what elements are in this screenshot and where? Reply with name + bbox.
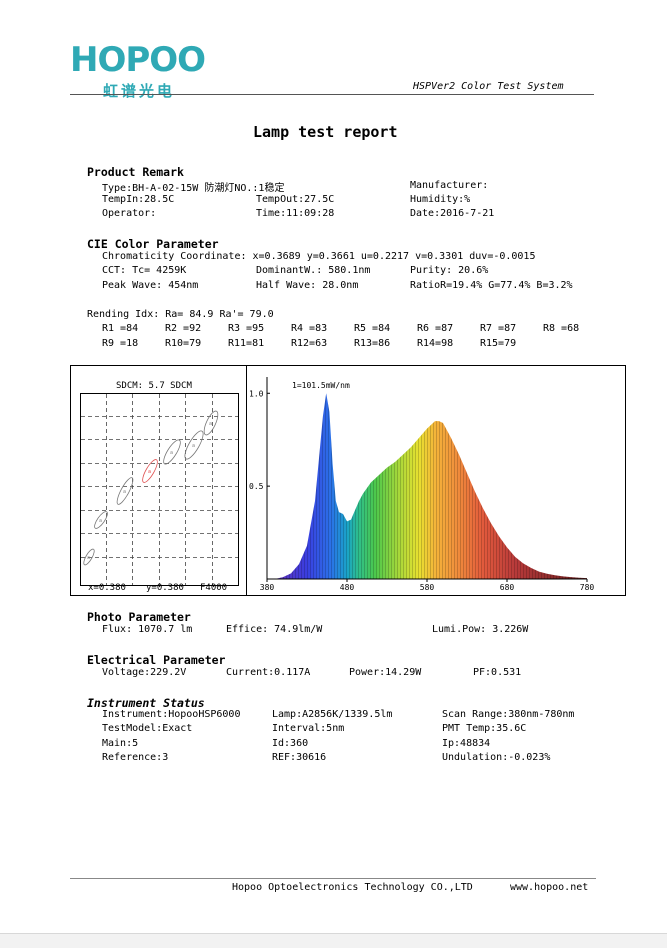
footer-website: www.hopoo.net xyxy=(510,882,589,893)
r-value: R9 =18 xyxy=(102,338,139,349)
footer-company: Hopoo Optoelectronics Technology CO.,LTD xyxy=(232,882,473,893)
svg-text:a: a xyxy=(192,443,195,449)
sdcm-panel: a a a a a a a xyxy=(80,393,239,586)
electrical-parameter-heading: Electrical Parameter xyxy=(87,653,226,667)
report-title: Lamp test report xyxy=(253,123,398,141)
r-value: R15=79 xyxy=(480,338,517,349)
chromaticity-coordinate: Chromaticity Coordinate: x=0.3689 y=0.36… xyxy=(102,251,536,262)
spectrum-chart: 380 480 580 680 780 1.0 0.5 1=101.5mW/nm xyxy=(249,377,594,592)
id: Id:360 xyxy=(272,738,309,749)
operator: Operator: xyxy=(102,208,157,219)
sdcm-title: SDCM: 5.7 SDCM xyxy=(116,381,192,391)
ip: Ip:48834 xyxy=(442,738,491,749)
ref: REF:30616 xyxy=(272,752,327,763)
r-value: R10=79 xyxy=(165,338,202,349)
x-tick-label: 480 xyxy=(340,583,355,592)
temp-out: TempOut:27.5C xyxy=(256,194,335,205)
svg-text:a: a xyxy=(99,518,102,524)
r-value: R8 =68 xyxy=(543,323,580,334)
r-value: R13=86 xyxy=(354,338,391,349)
r-value: R14=98 xyxy=(417,338,454,349)
company-logo: HOPOO xyxy=(70,40,206,80)
r-value: R12=63 xyxy=(291,338,328,349)
macadam-ellipse xyxy=(142,459,158,483)
instrument-status-heading: Instrument Status xyxy=(87,696,205,710)
svg-text:a: a xyxy=(209,421,212,427)
test-model: TestModel:Exact xyxy=(102,723,193,734)
efficacy: Effice: 74.9lm/W xyxy=(226,624,323,635)
sdcm-reference: F4000 xyxy=(200,583,227,593)
company-logo-chinese: 虹谱光电 xyxy=(103,82,176,100)
y-tick-label: 1.0 xyxy=(249,389,264,398)
page-bottom-edge xyxy=(0,933,667,948)
photo-parameter-heading: Photo Parameter xyxy=(87,610,191,624)
instrument: Instrument:HopooHSP6000 xyxy=(102,709,241,720)
undulation: Undulation:-0.023% xyxy=(442,752,551,763)
svg-text:a: a xyxy=(170,450,173,456)
r-value: R5 =84 xyxy=(354,323,391,334)
macadam-ellipse xyxy=(203,410,219,436)
rgb-ratio: RatioR=19.4% G=77.4% B=3.2% xyxy=(410,280,573,291)
macadam-ellipse xyxy=(83,548,95,566)
y-tick-label: 0.5 xyxy=(249,482,264,491)
flux: Flux: 1070.7 lm xyxy=(102,624,193,635)
product-remark-heading: Product Remark xyxy=(87,165,184,179)
date: Date:2016-7-21 xyxy=(410,208,495,219)
svg-text:a: a xyxy=(87,555,90,561)
spectrum-area-texture xyxy=(267,393,587,579)
macadam-ellipse xyxy=(184,430,204,460)
peak-wave: Peak Wave: 454nm xyxy=(102,280,199,291)
manufacturer: Manufacturer: xyxy=(410,180,489,191)
cie-heading: CIE Color Parameter xyxy=(87,237,219,251)
main: Main:5 xyxy=(102,738,139,749)
sdcm-x: x=0.380 xyxy=(88,583,126,593)
product-type: Type:BH-A-02-15W 防潮灯NO.:1稳定 xyxy=(102,183,285,194)
r-value: R7 =87 xyxy=(480,323,517,334)
reference: Reference:3 xyxy=(102,752,169,763)
r-value: R4 =83 xyxy=(291,323,328,334)
x-tick-label: 780 xyxy=(580,583,595,592)
purity: Purity: 20.6% xyxy=(410,265,489,276)
sdcm-y: y=0.380 xyxy=(146,583,184,593)
macadam-ellipse xyxy=(94,511,108,529)
r-value: R1 =84 xyxy=(102,323,139,334)
half-wave: Half Wave: 28.0nm xyxy=(256,280,359,291)
lumi-pow: Lumi.Pow: 3.226W xyxy=(432,624,529,635)
humidity: Humidity:% xyxy=(410,194,471,205)
system-name: HSPVer2 Color Test System xyxy=(413,81,564,92)
pmt-temp: PMT Temp:35.6C xyxy=(442,723,527,734)
interval: Interval:5nm xyxy=(272,723,345,734)
x-tick-label: 680 xyxy=(500,583,515,592)
r-value: R6 =87 xyxy=(417,323,454,334)
power-factor: PF:0.531 xyxy=(473,667,522,678)
r-value: R11=81 xyxy=(228,338,265,349)
header-divider xyxy=(70,94,594,95)
x-tick-label: 580 xyxy=(420,583,435,592)
temp-in: TempIn:28.5C xyxy=(102,194,175,205)
r-value: R3 =95 xyxy=(228,323,265,334)
power: Power:14.29W xyxy=(349,667,422,678)
rending-index: Rending Idx: Ra= 84.9 Ra'= 79.0 xyxy=(87,309,274,320)
chart-title: 1=101.5mW/nm xyxy=(292,381,350,390)
svg-text:a: a xyxy=(123,489,126,495)
dominant-wavelength: DominantW.: 580.1nm xyxy=(256,265,371,276)
x-tick-label: 380 xyxy=(260,583,275,592)
footer-divider xyxy=(70,878,596,879)
time: Time:11:09:28 xyxy=(256,208,335,219)
svg-text:a: a xyxy=(148,469,151,475)
macadam-ellipse xyxy=(163,439,181,465)
scan-range: Scan Range:380nm-780nm xyxy=(442,709,575,720)
voltage: Voltage:229.2V xyxy=(102,667,187,678)
macadam-ellipse xyxy=(116,477,134,505)
r-value: R2 =92 xyxy=(165,323,202,334)
lamp: Lamp:A2856K/1339.5lm xyxy=(272,709,393,720)
current: Current:0.117A xyxy=(226,667,311,678)
cct: CCT: Tc= 4259K xyxy=(102,265,187,276)
